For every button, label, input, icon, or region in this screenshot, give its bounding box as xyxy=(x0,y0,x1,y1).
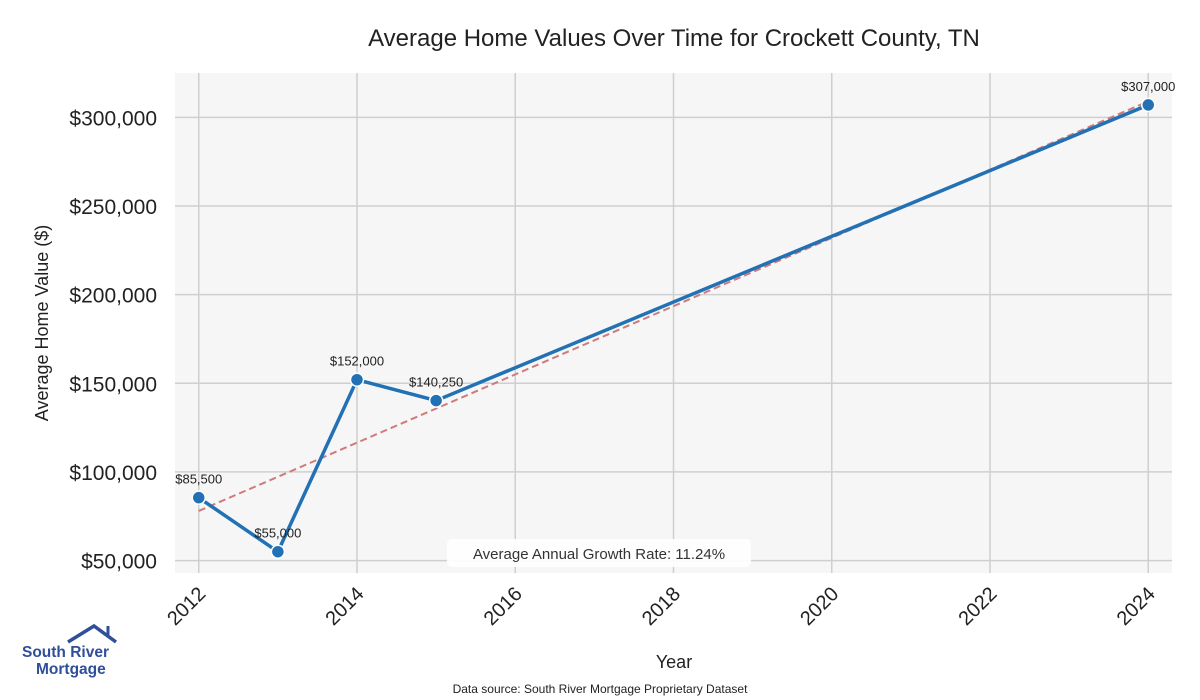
x-gridlines xyxy=(197,73,1150,573)
annotation-box xyxy=(447,539,751,567)
y-tick-label: $200,000 xyxy=(69,285,157,308)
x-tick-label: 2012 xyxy=(163,583,210,630)
data-point xyxy=(1141,97,1156,113)
brand-logo: South River Mortgage xyxy=(22,644,109,678)
data-point xyxy=(191,490,206,505)
x-axis-label: Year xyxy=(656,652,692,672)
data-point xyxy=(349,372,365,387)
y-tick-label: $300,000 xyxy=(69,107,157,130)
y-axis-label: Average Home Value ($) xyxy=(32,225,52,421)
growth-rate-annotation: Average Annual Growth Rate: 11.24% xyxy=(447,539,751,567)
y-tick-labels: $50,000 $100,000 $150,000 $200,000 $250,000 $… xyxy=(69,107,157,573)
data-source-note: Data source: South River Mortgage Propri… xyxy=(453,682,748,696)
y-gridlines xyxy=(175,116,1172,562)
data-point xyxy=(428,393,444,408)
house-logo-icon xyxy=(67,623,118,644)
data-label: $55,000 xyxy=(254,526,301,541)
chart-title: Average Home Values Over Time for Crocke… xyxy=(368,25,980,52)
x-tick-labels: 2012 2014 2016 2018 2020 2022 2024 xyxy=(163,583,1160,630)
y-tick-label: $250,000 xyxy=(69,196,157,219)
data-label: $140,250 xyxy=(409,375,463,390)
y-tick-label: $50,000 xyxy=(81,551,157,574)
data-label: $307,000 xyxy=(1121,79,1175,94)
x-tick-label: 2020 xyxy=(796,583,843,630)
x-tick-label: 2022 xyxy=(955,583,1002,630)
data-label: $85,500 xyxy=(175,472,222,487)
brand-name-line2: Mortgage xyxy=(36,661,106,678)
x-tick-label: 2018 xyxy=(638,583,685,630)
y-tick-label: $150,000 xyxy=(69,373,157,396)
x-tick-label: 2016 xyxy=(480,583,527,630)
data-points xyxy=(191,97,1156,559)
annotation-text: Average Annual Growth Rate: 11.24% xyxy=(473,546,725,563)
data-label: $152,000 xyxy=(330,354,384,369)
data-point xyxy=(270,544,286,559)
y-tick-label: $100,000 xyxy=(69,462,157,485)
x-tick-label: 2024 xyxy=(1113,583,1160,630)
data-labels: $85,500 $55,000 $152,000 $140,250 $307,000 xyxy=(175,79,1175,541)
x-tick-label: 2014 xyxy=(322,583,369,630)
brand-name-line1: South River xyxy=(22,644,109,661)
